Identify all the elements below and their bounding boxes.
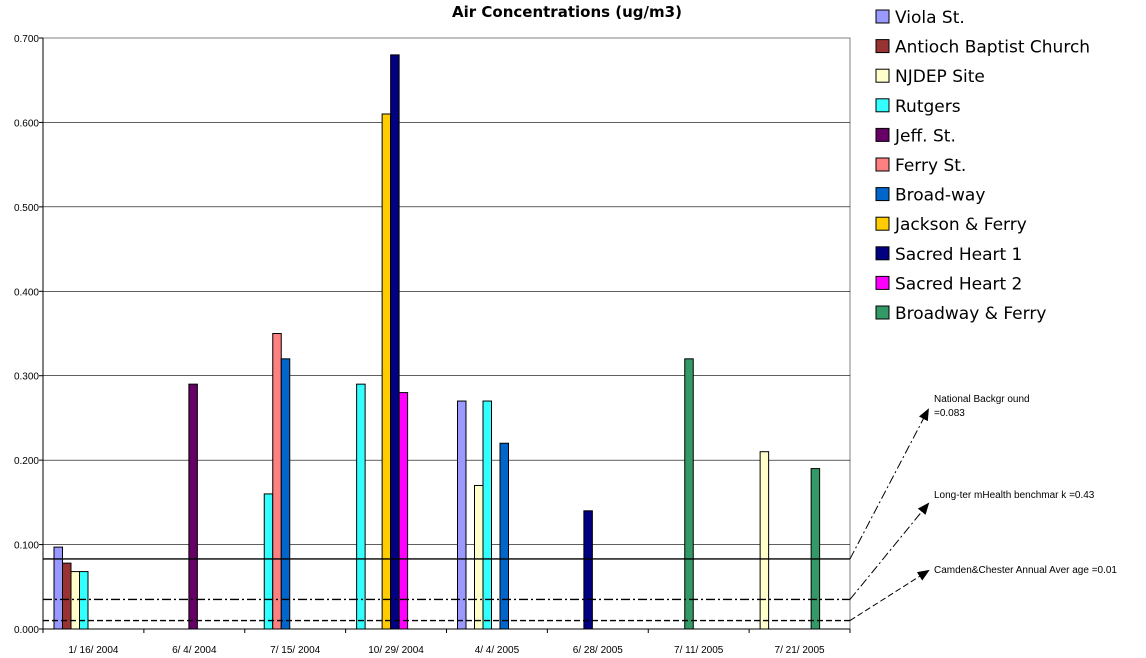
- legend-swatch-broadway-ferry: [875, 305, 890, 320]
- legend-swatch-jackson-ferry: [875, 216, 890, 231]
- bar-sacred-heart-1-4: [390, 54, 400, 630]
- bar-njdep-site-5: [474, 484, 484, 630]
- bar-viola-st-5: [457, 400, 467, 630]
- bar-broadway-ferry-7: [684, 358, 694, 630]
- bar-ferry-st-3: [272, 333, 282, 630]
- bar-rutgers-3: [263, 493, 274, 630]
- y-tick-label: 0.100: [14, 541, 39, 552]
- legend: Viola St. Antioch Baptist Church NJDEP Sit…: [875, 8, 1090, 324]
- bar-rutgers-1: [79, 571, 89, 630]
- y-tick-label: 0.700: [14, 34, 39, 45]
- x-tick-label: 10/ 29/ 2004: [368, 645, 424, 656]
- x-tick-label: 4/ 4/ 2005: [475, 645, 520, 656]
- y-tick-label: 0.600: [14, 118, 39, 129]
- legend-label-jackson-ferry: Jackson & Ferry: [894, 215, 1027, 235]
- bar-njdep-site-8: [759, 451, 770, 630]
- y-tick-label: 0.000: [14, 625, 39, 636]
- y-tick-label: 0.300: [14, 372, 39, 383]
- x-tick-label: 1/ 16/ 2004: [68, 645, 118, 656]
- legend-label-njdep-site: NJDEP Site: [895, 67, 985, 87]
- legend-label-broad-way: Broad-way: [895, 186, 985, 206]
- y-tick-label: 0.500: [14, 203, 39, 214]
- legend-label-viola-st: Viola St.: [895, 8, 965, 28]
- annotation-text-1: National Backgr ound: [934, 394, 1030, 405]
- legend-swatch-njdep-site: [875, 68, 890, 83]
- bar-jeff-st-2: [188, 383, 198, 630]
- bar-rutgers-5: [482, 400, 492, 630]
- y-axis: 0.000 0.100 0.200 0.300 0.400 0.500 0.600 0.700: [14, 34, 44, 636]
- bar-sacred-heart-1-6: [583, 510, 593, 630]
- legend-swatch-broad-way: [875, 187, 890, 202]
- reference-lines: National Backgr ound =0.083 Long-ter mHeal…: [43, 394, 1117, 622]
- y-tick-label: 0.200: [14, 456, 39, 467]
- bar-sacred-heart-2-4: [398, 392, 409, 630]
- legend-label-antioch-baptist-church: Antioch Baptist Church: [895, 38, 1090, 58]
- x-tick-label: 6/ 28/ 2005: [573, 645, 623, 656]
- annotation-text-1: =0.083: [934, 408, 965, 419]
- legend-label-broadway-ferry: Broadway & Ferry: [895, 304, 1046, 324]
- annotation-arrow-3: [849, 569, 930, 621]
- annotation-text-3: Camden&Chester Annual Aver age =0.01: [934, 565, 1117, 576]
- chart-title: Air Concentrations (ug/m3): [452, 3, 682, 21]
- x-tick-label: 7/ 21/ 2005: [775, 645, 825, 656]
- bars: [53, 54, 821, 630]
- legend-swatch-antioch-baptist-church: [875, 39, 890, 54]
- bar-rutgers-4: [356, 383, 366, 630]
- annotation-arrow-1: [849, 408, 929, 560]
- legend-swatch-rutgers: [875, 98, 890, 113]
- x-tick-label: 7/ 15/ 2004: [270, 645, 320, 656]
- bar-broad-way-3: [280, 358, 291, 630]
- y-tick-label: 0.400: [14, 287, 39, 298]
- legend-swatch-sacred-heart-1: [875, 246, 890, 261]
- x-tick-label: 7/ 11/ 2005: [674, 645, 724, 656]
- x-axis: 1/ 16/ 2004 6/ 4/ 2004 7/ 15/ 2004 10/ 29/ …: [42, 628, 851, 656]
- legend-label-rutgers: Rutgers: [895, 97, 961, 117]
- legend-label-sacred-heart-2: Sacred Heart 2: [895, 274, 1022, 294]
- legend-label-ferry-st: Ferry St.: [895, 156, 966, 176]
- bar-broadway-ferry-8: [810, 468, 821, 630]
- x-tick-label: 6/ 4/ 2004: [172, 645, 217, 656]
- legend-swatch-sacred-heart-2: [875, 275, 890, 290]
- legend-swatch-ferry-st: [875, 157, 890, 172]
- bar-antioch-baptist-church-1: [62, 562, 72, 630]
- gridlines: [42, 37, 851, 630]
- legend-label-jeff-st: Jeff. St.: [894, 126, 956, 146]
- annotation-text-2: Long-ter mHealth benchmar k =0.43: [934, 490, 1095, 501]
- annotation-arrow-2: [849, 502, 930, 600]
- legend-label-sacred-heart-1: Sacred Heart 1: [895, 245, 1022, 265]
- plot-area-frame: [42, 37, 851, 630]
- bar-jackson-ferry-4: [381, 113, 392, 630]
- bar-broad-way-5: [499, 442, 509, 630]
- legend-swatch-jeff-st: [875, 127, 890, 142]
- legend-swatch-viola-st: [875, 9, 890, 24]
